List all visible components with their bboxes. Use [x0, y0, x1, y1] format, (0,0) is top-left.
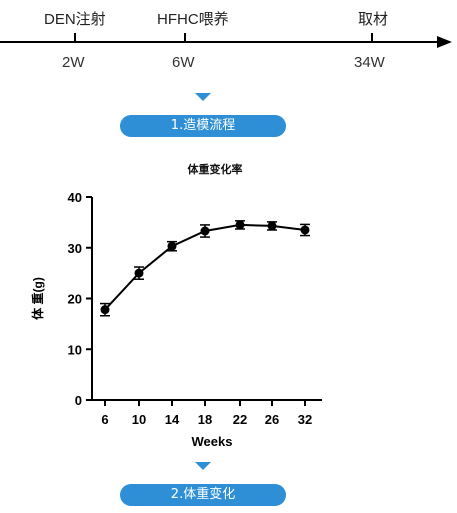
y-tick-label: 10: [68, 342, 82, 357]
timeline-event-label: DEN注射: [44, 11, 106, 28]
y-tick-label: 0: [75, 393, 82, 408]
data-point: [267, 221, 277, 231]
line-chart: 0 10 20 30 40 6 10 14 18 22 26 32 Weeks 体 重(g): [30, 190, 322, 449]
timeline-event-label: HFHC喂养: [157, 11, 229, 28]
triangle-down-icon: [195, 462, 211, 470]
timeline-week-label: 6W: [172, 54, 195, 71]
data-point: [100, 305, 110, 315]
data-point: [300, 225, 310, 235]
x-tick-label: 14: [165, 412, 180, 427]
data-point: [200, 226, 210, 236]
x-tick-label: 22: [233, 412, 247, 427]
arrow-right-icon: [437, 36, 452, 48]
x-axis-label: Weeks: [192, 434, 233, 449]
x-tick-label: 10: [132, 412, 146, 427]
data-point: [235, 220, 245, 230]
triangle-down-icon: [195, 93, 211, 101]
step-1-badge: 1.造模流程: [120, 115, 286, 137]
x-tick-label: 32: [298, 412, 312, 427]
y-tick-label: 30: [68, 241, 82, 256]
y-tick-label: 40: [68, 190, 82, 205]
step-2-badge: 2.体重变化: [120, 484, 286, 506]
timeline-week-label: 2W: [62, 54, 85, 71]
timeline: DEN注射 HFHC喂养 取材 2W 6W 34W: [0, 0, 457, 80]
y-tick-label: 20: [68, 292, 82, 307]
x-tick-label: 6: [101, 412, 108, 427]
x-tick-label: 26: [265, 412, 279, 427]
timeline-week-label: 34W: [354, 54, 385, 71]
timeline-axis: [0, 33, 452, 48]
chart-title: 体重变化率: [187, 163, 243, 176]
data-point: [134, 268, 144, 278]
timeline-event-label: 取材: [358, 11, 389, 28]
x-tick-label: 18: [198, 412, 212, 427]
data-point: [167, 241, 177, 251]
y-axis-label: 体 重(g): [30, 277, 45, 320]
